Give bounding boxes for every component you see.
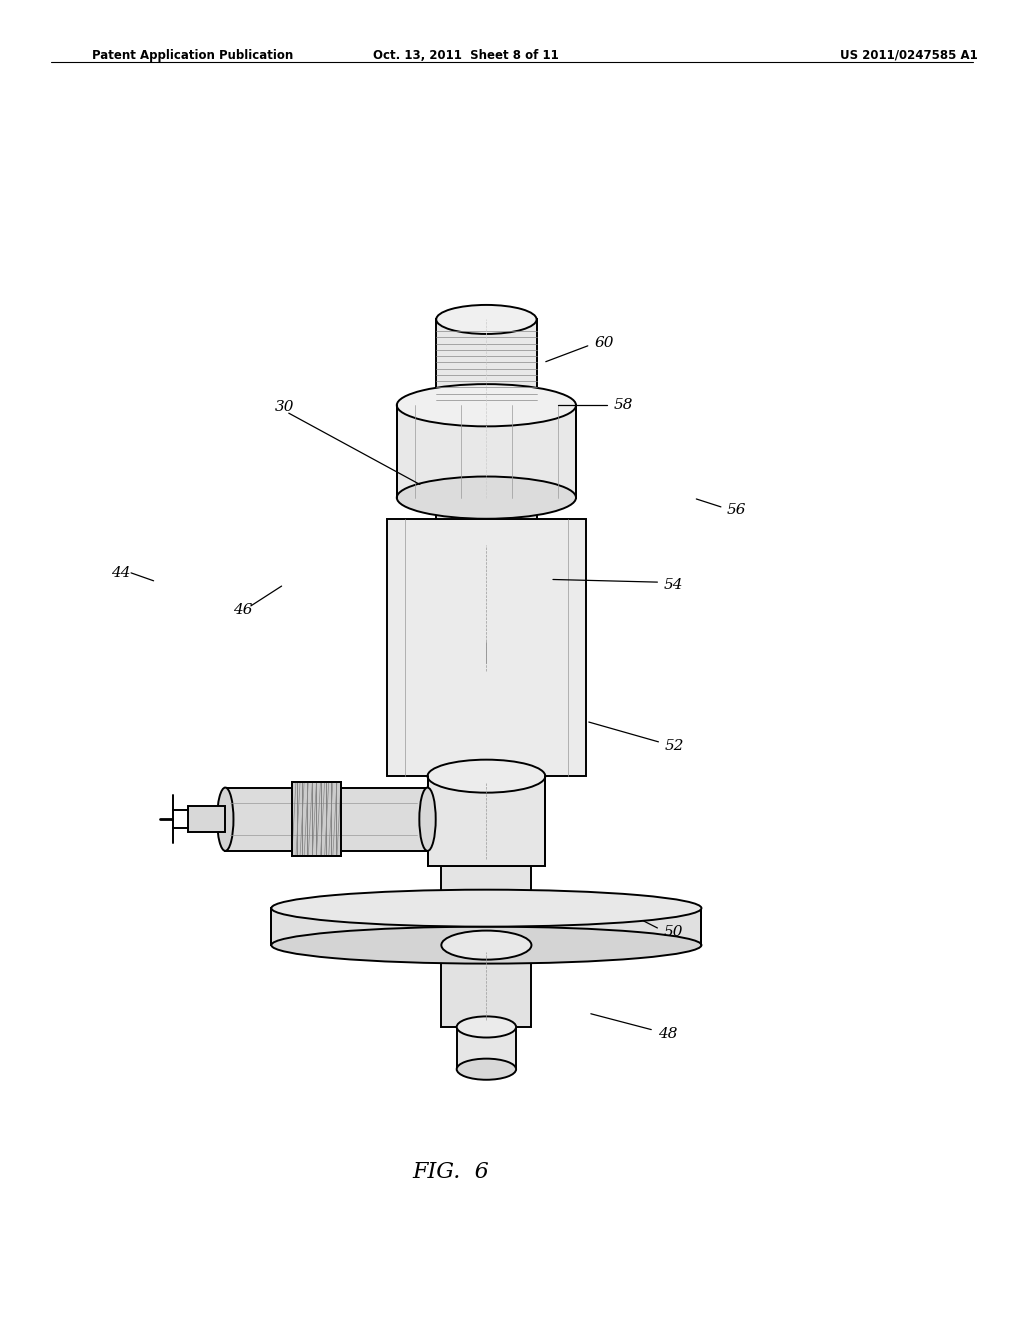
Ellipse shape [457, 1059, 516, 1080]
Text: 50: 50 [664, 925, 683, 939]
Ellipse shape [396, 477, 575, 519]
Text: 30: 30 [274, 400, 294, 413]
Text: 56: 56 [727, 503, 746, 516]
Ellipse shape [217, 788, 233, 851]
Bar [292, 783, 341, 857]
Ellipse shape [271, 927, 701, 964]
Bar [188, 807, 225, 833]
Text: 52: 52 [665, 739, 684, 752]
Text: FIG.  6: FIG. 6 [413, 1162, 488, 1183]
Ellipse shape [396, 384, 575, 426]
Bar [436, 498, 537, 519]
Ellipse shape [436, 305, 537, 334]
Bar [436, 319, 537, 405]
Ellipse shape [457, 1016, 516, 1038]
Bar [292, 783, 341, 857]
Bar [225, 788, 428, 851]
Ellipse shape [428, 759, 545, 792]
Ellipse shape [441, 931, 531, 960]
Ellipse shape [271, 890, 701, 927]
Text: US 2011/0247585 A1: US 2011/0247585 A1 [840, 49, 978, 62]
Bar [441, 945, 531, 1027]
Bar [396, 405, 575, 498]
Text: 46: 46 [233, 603, 253, 616]
Text: 54: 54 [664, 578, 683, 591]
Bar [441, 866, 531, 908]
Bar [457, 1027, 516, 1069]
Text: 44: 44 [111, 566, 130, 579]
Text: 48: 48 [658, 1027, 678, 1040]
Text: 58: 58 [613, 399, 633, 412]
Text: 60: 60 [595, 337, 614, 350]
Ellipse shape [420, 788, 436, 851]
Text: Oct. 13, 2011  Sheet 8 of 11: Oct. 13, 2011 Sheet 8 of 11 [373, 49, 559, 62]
Bar [386, 519, 586, 776]
Bar [271, 908, 701, 945]
Text: Patent Application Publication: Patent Application Publication [92, 49, 294, 62]
Bar [428, 776, 545, 866]
